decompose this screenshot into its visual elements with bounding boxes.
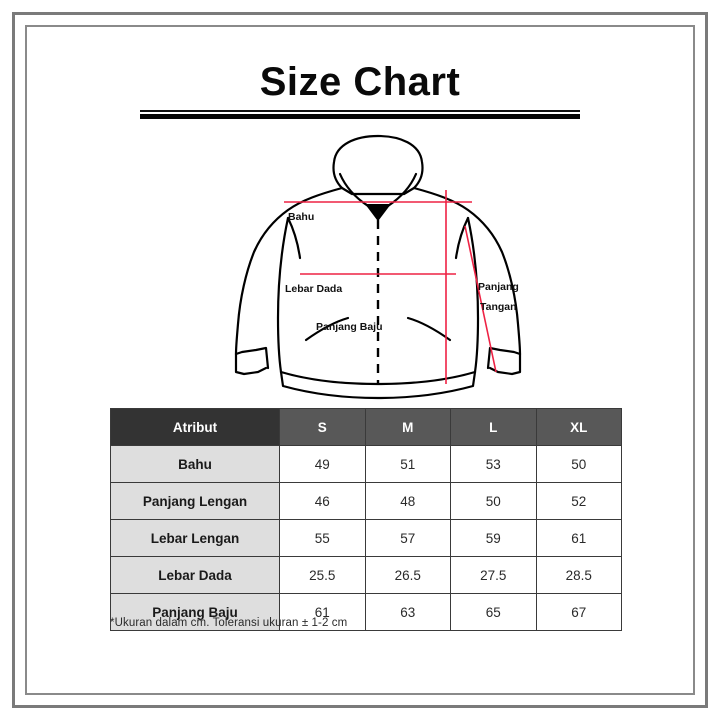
cell-lebar-dada-s: 25.5	[279, 556, 366, 594]
right-armhole-seam	[454, 216, 470, 260]
sleeve-length-measure-line	[464, 225, 497, 373]
column-header-m: M	[364, 408, 451, 446]
cell-bahu-xl: 50	[535, 445, 622, 483]
sleeve-length-label-line2: Tangan	[480, 301, 517, 313]
cell-panjang-lengan-m: 48	[364, 482, 451, 520]
cell-lebar-dada-xl: 28.5	[535, 556, 622, 594]
cell-lebar-dada-l: 27.5	[450, 556, 537, 594]
left-cuff	[234, 346, 270, 370]
cell-panjang-lengan-s: 46	[279, 482, 366, 520]
page-title: Size Chart	[259, 60, 461, 104]
right-sleeve-outline	[412, 186, 522, 376]
left-pocket-opening	[304, 316, 350, 342]
divider-thick-line	[140, 114, 580, 119]
cell-panjang-baju-xl: 67	[535, 593, 622, 631]
cell-bahu-m: 51	[364, 445, 451, 483]
row-label-panjang-baju: Panjang Baju	[110, 593, 280, 631]
left-body-seam	[276, 216, 290, 374]
column-header-attribut: Atribut	[110, 408, 280, 446]
left-sleeve-outline	[234, 186, 344, 376]
shoulder-label: Bahu	[288, 211, 314, 223]
row-label-lebar-lengan: Lebar Lengan	[110, 519, 280, 557]
right-cuff	[486, 346, 522, 370]
chest-label: Lebar Dada	[285, 283, 342, 295]
size-chart-table: Atribut S M L XL Bahu 49 51 53 50 Panjan…	[110, 408, 622, 631]
row-label-lebar-dada: Lebar Dada	[110, 556, 280, 594]
cell-panjang-lengan-l: 50	[450, 482, 537, 520]
sleeve-length-label-line1: Panjang	[478, 281, 519, 293]
row-label-panjang-lengan: Panjang Lengan	[110, 482, 280, 520]
collar-v-notch	[365, 203, 391, 221]
table-row: Lebar Lengan 55 57 59 61	[110, 519, 622, 557]
table-row: Panjang Baju 61 63 65 67	[110, 593, 622, 631]
hem-band-bottom	[279, 370, 477, 400]
right-pocket-opening	[406, 316, 452, 342]
left-armhole-seam	[286, 216, 302, 260]
table-row: Lebar Dada 25.5 26.5 27.5 28.5	[110, 556, 622, 594]
garment-illustration: Bahu Lebar Dada Panjang Baju Panjang Tan…	[228, 122, 528, 402]
cell-panjang-baju-l: 65	[450, 593, 537, 631]
title-divider	[140, 110, 580, 119]
right-body-seam	[466, 216, 480, 374]
table-header-row: Atribut S M L XL	[110, 408, 622, 446]
measurement-footnote: *Ukuran dalam cm. Toleransi ukuran ± 1-2…	[110, 617, 348, 629]
cell-panjang-baju-m: 63	[364, 593, 451, 631]
column-header-s: S	[279, 408, 366, 446]
hood-outline	[332, 134, 424, 196]
divider-thin-line	[140, 110, 580, 112]
body-length-label: Panjang Baju	[316, 321, 383, 333]
cell-lebar-lengan-l: 59	[450, 519, 537, 557]
cell-panjang-baju-s: 61	[279, 593, 366, 631]
row-label-bahu: Bahu	[110, 445, 280, 483]
cell-lebar-lengan-xl: 61	[535, 519, 622, 557]
cell-lebar-lengan-m: 57	[364, 519, 451, 557]
cell-lebar-lengan-s: 55	[279, 519, 366, 557]
divider-gap	[140, 112, 580, 114]
cell-bahu-s: 49	[279, 445, 366, 483]
cell-bahu-l: 53	[450, 445, 537, 483]
column-header-xl: XL	[535, 408, 622, 446]
cell-lebar-dada-m: 26.5	[364, 556, 451, 594]
cell-panjang-lengan-xl: 52	[535, 482, 622, 520]
column-header-l: L	[450, 408, 537, 446]
table-row: Panjang Lengan 46 48 50 52	[110, 482, 622, 520]
table-row: Bahu 49 51 53 50	[110, 445, 622, 483]
